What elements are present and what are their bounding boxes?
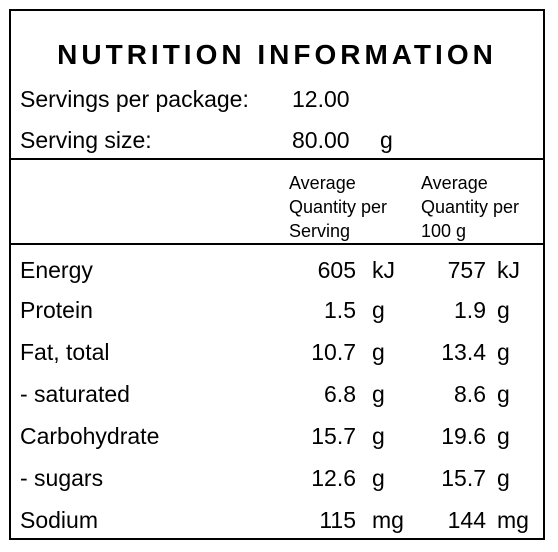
servings-per-package-value: 12.00 <box>292 86 350 112</box>
nutrient-name-carbohydrate: Carbohydrate <box>20 423 160 449</box>
sugars-per-100g-unit: g <box>497 465 510 491</box>
nutrition-panel: NUTRITION INFORMATION Servings per packa… <box>9 9 545 540</box>
nutrient-name-fat-total: Fat, total <box>20 339 110 365</box>
energy-per-100g-value: 757 <box>447 257 486 283</box>
nutrient-name-sodium: Sodium <box>20 507 98 533</box>
saturated-per-serving-value: 6.8 <box>324 381 356 407</box>
nutrient-name-sugars: - sugars <box>20 465 104 491</box>
saturated-per-serving-unit: g <box>372 381 385 407</box>
column-header-per-serving: Average Quantity per Serving <box>289 173 388 241</box>
column-header-per-100g: Average Quantity per 100 g <box>421 173 520 241</box>
fat-total-per-serving-unit: g <box>372 339 385 365</box>
sodium-per-100g-unit: mg <box>497 507 529 533</box>
carbohydrate-per-serving-unit: g <box>372 423 385 449</box>
protein-per-100g-value: 1.9 <box>454 297 486 323</box>
table-divider <box>11 243 543 245</box>
carbohydrate-per-serving-value: 15.7 <box>311 423 356 449</box>
fat-total-per-serving-value: 10.7 <box>311 339 356 365</box>
energy-per-serving-value: 605 <box>317 257 356 283</box>
sugars-per-serving-unit: g <box>372 465 385 491</box>
carbohydrate-per-100g-value: 19.6 <box>441 423 486 449</box>
header-divider <box>11 158 543 160</box>
serving-size-label: Serving size: <box>20 127 152 153</box>
fat-total-per-100g-unit: g <box>497 339 510 365</box>
saturated-per-100g-unit: g <box>497 381 510 407</box>
sugars-per-100g-value: 15.7 <box>441 465 486 491</box>
nutrient-name-saturated: - saturated <box>20 381 130 407</box>
serving-size-unit: g <box>380 127 393 153</box>
energy-per-100g-unit: kJ <box>497 257 520 283</box>
serving-size-value: 80.00 <box>292 127 350 153</box>
energy-per-serving-unit: kJ <box>372 257 395 283</box>
nutrient-name-protein: Protein <box>20 297 93 323</box>
protein-per-100g-unit: g <box>497 297 510 323</box>
saturated-per-100g-value: 8.6 <box>454 381 486 407</box>
sodium-per-serving-unit: mg <box>372 507 404 533</box>
carbohydrate-per-100g-unit: g <box>497 423 510 449</box>
sugars-per-serving-value: 12.6 <box>311 465 356 491</box>
fat-total-per-100g-value: 13.4 <box>441 339 486 365</box>
nutrient-name-energy: Energy <box>20 257 93 283</box>
sodium-per-serving-value: 115 <box>319 507 356 533</box>
sodium-per-100g-value: 144 <box>447 507 486 533</box>
servings-per-package-label: Servings per package: <box>20 86 249 112</box>
protein-per-serving-unit: g <box>372 297 385 323</box>
panel-title: NUTRITION INFORMATION <box>57 39 497 70</box>
protein-per-serving-value: 1.5 <box>324 297 356 323</box>
